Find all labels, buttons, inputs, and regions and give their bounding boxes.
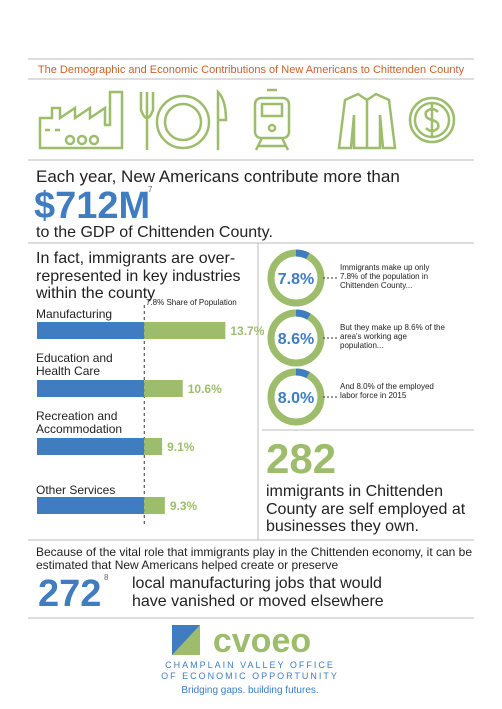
- donut-arc: [267, 309, 325, 367]
- title: The Demographic and Economic Contributio…: [37, 64, 465, 76]
- jobs-text: local manufacturing jobs that would have…: [132, 575, 384, 610]
- logo-line: CHAMPLAIN VALLEY OFFICE: [165, 660, 335, 670]
- tagline: Bridging gaps. building futures.: [181, 685, 318, 696]
- donut-text: Immigrants make up only 7.8% of the popu…: [340, 263, 430, 290]
- bar-base: [37, 497, 145, 514]
- icons: [38, 88, 456, 151]
- gdp-tail: to the GDP of Chittenden County.: [36, 224, 273, 241]
- donut-label: 8.6%: [278, 331, 314, 348]
- category-label: Recreation and Accommodation: [36, 409, 123, 437]
- bar-base: [37, 322, 145, 339]
- bar: [144, 497, 165, 514]
- gdp-amount: $712M: [34, 185, 151, 227]
- donut-text: And 8.0% of the employed labor force in …: [340, 382, 434, 400]
- bar-base: [37, 380, 145, 397]
- reference-label: 7.8% Share of Population: [146, 298, 237, 307]
- category-label: Education and Health Care: [36, 351, 113, 379]
- logo-mark: [172, 625, 200, 655]
- logo: cvoeo CHAMPLAIN VALLEY OFFICE OF ECONOMI…: [161, 622, 339, 696]
- logo-text: cvoeo: [213, 622, 311, 660]
- footnote: 8: [104, 573, 109, 582]
- bar: [144, 438, 163, 455]
- self-employed-text: immigrants in Chittenden County are self…: [266, 483, 466, 536]
- category-label: Manufacturing: [36, 307, 113, 321]
- bar: [144, 322, 226, 339]
- logo-line: OF ECONOMIC OPPORTUNITY: [161, 671, 339, 681]
- donut-arc: [267, 249, 325, 307]
- jobs-intro: Because of the vital role that immigrant…: [36, 545, 473, 573]
- value-label: 13.7%: [230, 324, 264, 338]
- gdp-lead: Each year, New Americans contribute more…: [36, 167, 400, 186]
- jobs-number: 272: [38, 573, 102, 615]
- donut-label: 8.0%: [278, 390, 314, 407]
- donut-text: But they make up 8.6% of the area's work…: [340, 323, 445, 350]
- donut-arc: [267, 368, 325, 426]
- industries-title: In fact, immigrants are over-represented…: [36, 250, 241, 303]
- dividers: [28, 58, 474, 619]
- donut-label: 7.8%: [278, 271, 314, 288]
- bar-base: [37, 438, 145, 455]
- bar: [144, 380, 183, 397]
- self-employed-number: 282: [266, 435, 337, 482]
- category-label: Other Services: [36, 483, 116, 497]
- value-label: 10.6%: [188, 382, 222, 396]
- value-label: 9.3%: [170, 499, 198, 513]
- value-label: 9.1%: [167, 440, 195, 454]
- footnote: 7: [148, 185, 153, 194]
